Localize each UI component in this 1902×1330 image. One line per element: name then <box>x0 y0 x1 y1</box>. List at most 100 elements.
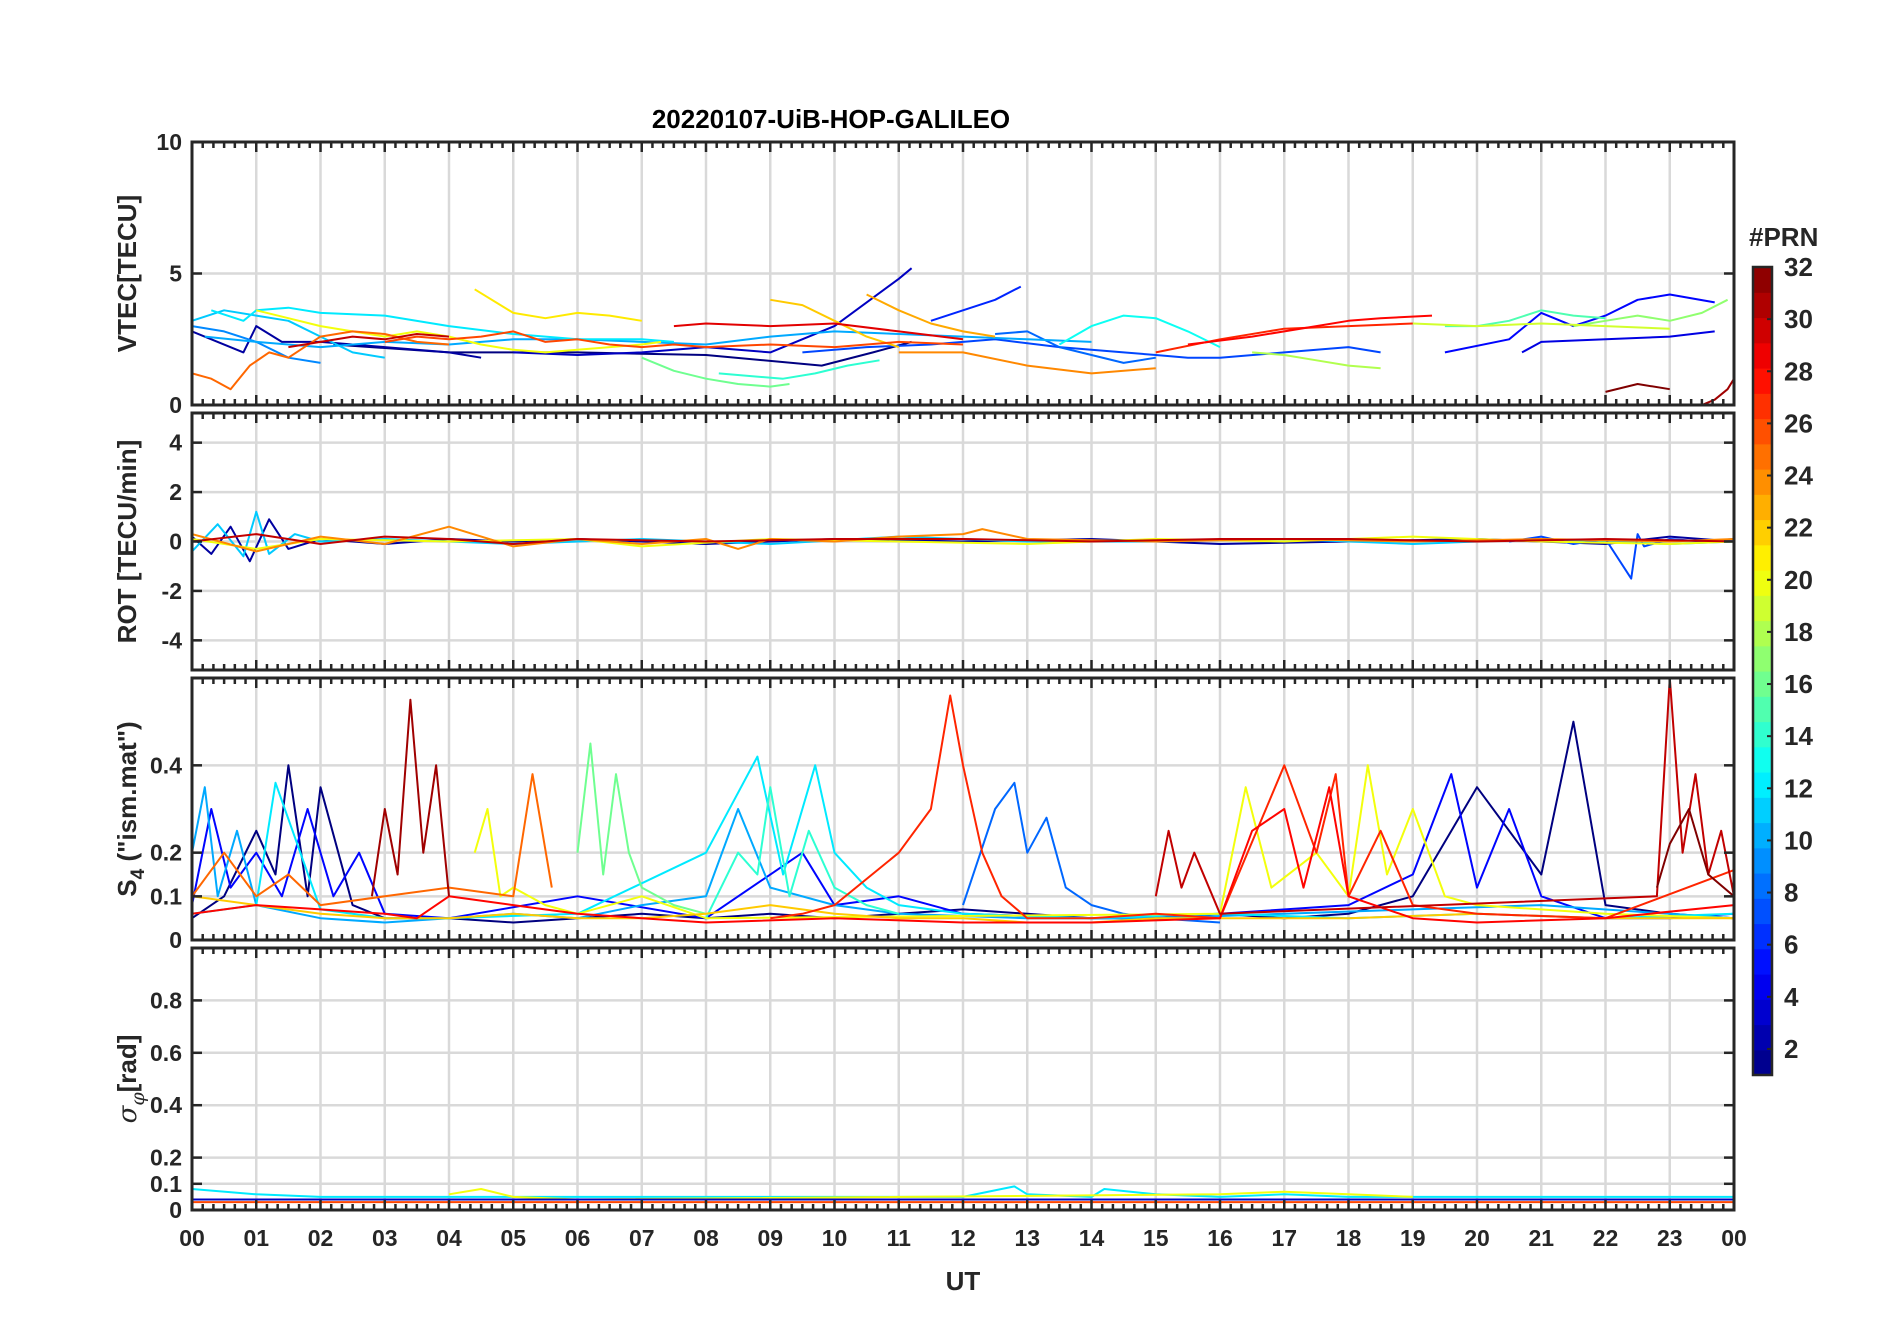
series-line-prn-25 <box>192 773 553 907</box>
x-tick-label: 07 <box>629 1225 655 1251</box>
y-ticks: 00.10.2 0.4 0.6 0.8 <box>150 987 1734 1223</box>
y-tick-label: 0.4 <box>150 1092 182 1118</box>
y-tick-label: 0.2 <box>150 840 182 866</box>
colorbar-swatch <box>1753 645 1772 672</box>
x-tick-label: 02 <box>308 1225 334 1251</box>
series-line-prn-11 <box>192 309 385 359</box>
x-tick-label: 21 <box>1528 1225 1554 1251</box>
series-line-prn-31 <box>370 698 450 897</box>
colorbar-swatch <box>1753 797 1772 824</box>
axes-frame <box>190 946 1736 1212</box>
colorbar-swatch <box>1753 519 1772 546</box>
axes-frame <box>190 676 1736 942</box>
y-ticks: -4 -2 0 2 4 <box>162 430 1734 653</box>
y-axis-label: S4 ("ism.mat") <box>112 721 149 896</box>
series-group <box>192 267 1734 405</box>
axes-frame <box>190 140 1736 407</box>
y-tick-label: 0.4 <box>150 752 182 778</box>
series-line-prn-27 <box>770 694 1734 920</box>
series-group <box>192 510 1734 580</box>
y-tick-label: 0 <box>169 529 182 555</box>
series-line-prn-28 <box>1187 314 1433 346</box>
colorbar-swatch <box>1753 469 1772 495</box>
colorbar-swatch <box>1753 342 1772 369</box>
y-axis-label: VTEC[TECU] <box>112 195 142 352</box>
x-tick-label: 23 <box>1657 1225 1683 1251</box>
series-line-prn-4 <box>1521 330 1715 354</box>
colorbar-swatch <box>1753 267 1772 293</box>
colorbar-swatch <box>1753 746 1772 773</box>
series-line-prn-21 <box>474 288 642 322</box>
y-label-subscript: 4 <box>128 868 149 879</box>
series-line-prn-10 <box>192 786 1734 924</box>
colorbar-swatch <box>1753 292 1772 319</box>
y-label-rest: [rad] <box>112 1035 142 1093</box>
y-tick-label: 4 <box>169 430 182 456</box>
x-tick-label: 08 <box>693 1225 719 1251</box>
series-line-prn-30 <box>288 333 450 349</box>
y-tick-label: 10 <box>156 129 182 155</box>
colorbar-tick-label: 26 <box>1784 408 1813 438</box>
colorbar-swatch <box>1753 772 1772 798</box>
series-line-prn-26 <box>384 330 964 349</box>
colorbar-tick-label: 4 <box>1784 982 1799 1012</box>
x-tick-label: 00 <box>179 1225 205 1251</box>
series-line-prn-14 <box>705 786 900 919</box>
series-line-prn-22 <box>770 298 900 349</box>
x-tick-label: 15 <box>1143 1225 1169 1251</box>
y-tick-label: 0.8 <box>150 987 182 1013</box>
colorbar-swatch <box>1753 847 1772 874</box>
y-tick-label: 5 <box>169 261 182 287</box>
x-tick-label: 22 <box>1593 1225 1619 1251</box>
grid-lines <box>192 948 1734 1212</box>
colorbar-tick-label: 12 <box>1784 773 1813 803</box>
series-group <box>192 678 1734 924</box>
x-tick-label: 12 <box>950 1225 976 1251</box>
colorbar-tick-label: 16 <box>1784 669 1813 699</box>
colorbar-swatch <box>1753 368 1772 394</box>
series-line-prn-30 <box>192 533 1734 545</box>
series-line-prn-20 <box>473 764 1734 920</box>
y-tick-label: 0.1 <box>150 1171 182 1197</box>
colorbar-swatch <box>1753 948 1772 975</box>
series-line-prn-16 <box>576 742 707 915</box>
y-tick-label: 0 <box>169 927 182 953</box>
colorbar-swatch <box>1753 595 1772 622</box>
y-tick-label: 0.6 <box>150 1040 182 1066</box>
y-tick-label: 0 <box>169 1197 182 1223</box>
y-tick-label: -2 <box>162 578 182 604</box>
colorbar-tick-label: 8 <box>1784 878 1798 908</box>
series-line-prn-29 <box>673 322 964 341</box>
series-line-prn-8 <box>995 330 1156 364</box>
series-line-prn-2 <box>192 325 482 359</box>
colorbar-tick-label: 32 <box>1784 252 1813 282</box>
colorbar-tick-label: 22 <box>1784 513 1813 543</box>
series-line-prn-7 <box>802 338 1381 359</box>
y-tick-label: -4 <box>162 627 183 653</box>
y-label-main: S <box>112 879 142 896</box>
y-label-subscript: φ <box>127 1092 149 1106</box>
colorbar-tick-label: 30 <box>1784 304 1813 334</box>
series-line-prn-13 <box>1058 314 1221 348</box>
axes-frame <box>190 411 1736 672</box>
x-tick-label: 03 <box>372 1225 398 1251</box>
colorbar-title: #PRN <box>1749 222 1818 252</box>
series-line-prn-32 <box>1605 383 1670 393</box>
panel-3: 00.10.20.4S4 ("ism.mat") <box>112 676 1736 953</box>
y-axis-label: σφ[rad] <box>112 1035 149 1124</box>
y-label-sigma: σ <box>113 1104 143 1123</box>
series-line-prn-24 <box>898 351 1156 375</box>
colorbar-frame <box>1751 265 1774 1077</box>
colorbar-swatch <box>1753 1049 1772 1076</box>
x-tick-label: 09 <box>757 1225 783 1251</box>
colorbar-swatch <box>1753 317 1772 344</box>
colorbar-swatch <box>1753 671 1772 697</box>
x-axis-label: UT <box>946 1266 981 1296</box>
series-line-prn-22 <box>192 895 1734 924</box>
x-tick-label: 18 <box>1336 1225 1362 1251</box>
y-tick-label: 0 <box>169 392 182 418</box>
x-tick-label: 04 <box>436 1225 462 1251</box>
